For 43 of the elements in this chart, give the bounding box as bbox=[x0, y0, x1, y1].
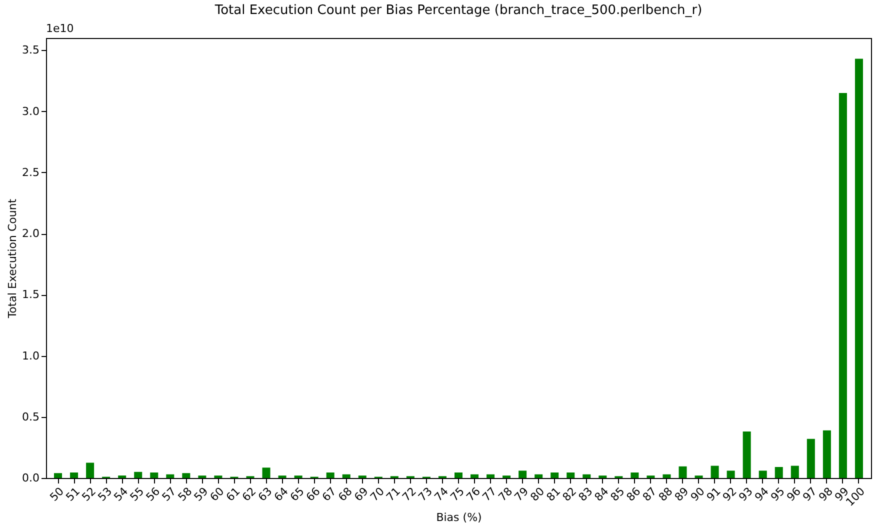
bar bbox=[662, 474, 671, 478]
y-tick-label: 3.5 bbox=[22, 44, 40, 57]
text: 1e10 bbox=[46, 22, 74, 35]
bar bbox=[166, 474, 174, 478]
bar bbox=[262, 468, 270, 478]
bar bbox=[70, 472, 78, 478]
bar bbox=[806, 438, 815, 478]
y-tick-label: 3.0 bbox=[22, 104, 40, 118]
bar bbox=[470, 474, 479, 478]
bar bbox=[550, 472, 559, 478]
y-tick-label: 2.5 bbox=[22, 166, 40, 179]
bar bbox=[326, 472, 334, 478]
bar bbox=[150, 472, 158, 478]
bar bbox=[838, 93, 847, 478]
bar bbox=[518, 470, 527, 478]
bar bbox=[486, 474, 495, 478]
y-tick-label: 1.0 bbox=[22, 349, 40, 362]
bar bbox=[54, 473, 62, 478]
bar bbox=[534, 474, 543, 478]
bar bbox=[678, 466, 687, 478]
bar bbox=[630, 472, 639, 478]
y-tick-label: 0.0 bbox=[22, 472, 40, 484]
bar bbox=[86, 462, 94, 478]
bar bbox=[790, 466, 799, 478]
bar bbox=[454, 472, 463, 478]
bar bbox=[582, 474, 591, 478]
bar bbox=[134, 472, 142, 478]
y-axis-title: Total Execution Count bbox=[6, 198, 20, 320]
y-tick-label: 2.0 bbox=[22, 227, 40, 240]
y-tick-label: 1.5 bbox=[22, 288, 40, 302]
bar bbox=[854, 58, 863, 478]
bar bbox=[710, 466, 719, 478]
bar bbox=[182, 473, 190, 478]
chart-title: Total Execution Count per Bias Percentage (branch_trace_500.perlbench_r) bbox=[214, 3, 702, 18]
bar bbox=[758, 470, 767, 478]
bar bbox=[342, 474, 350, 478]
x-axis-title: Bias (%) bbox=[436, 511, 482, 524]
y-tick-label: 0.5 bbox=[22, 410, 40, 424]
bar bbox=[774, 467, 783, 478]
bar bbox=[726, 470, 735, 478]
bar bbox=[742, 432, 751, 478]
bar bbox=[566, 472, 575, 478]
bar bbox=[822, 430, 831, 478]
